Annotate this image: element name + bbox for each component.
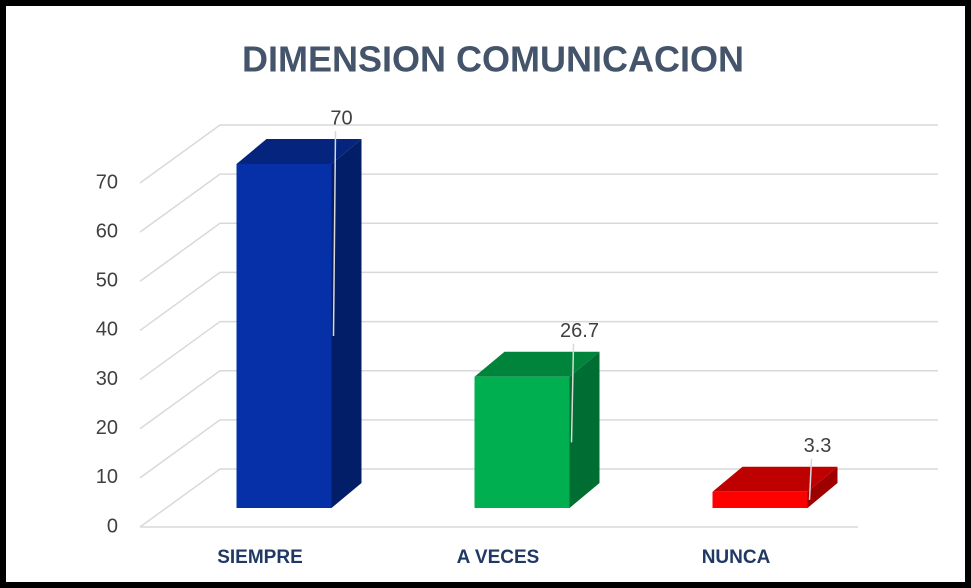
y-tick-label: 10 <box>96 466 118 488</box>
bar-front <box>712 491 808 508</box>
y-tick-label: 50 <box>96 270 118 292</box>
x-tick-label: A VECES <box>457 547 540 568</box>
x-tick-label: NUNCA <box>702 547 771 568</box>
grid-line <box>139 124 938 184</box>
leader-line <box>332 130 337 337</box>
value-label: 70 <box>330 107 352 129</box>
grid-line <box>139 173 938 233</box>
value-label: 26.7 <box>560 320 599 342</box>
y-tick-label: 40 <box>96 319 118 341</box>
bar <box>236 139 362 508</box>
grid-line <box>139 271 938 332</box>
y-tick-label: 70 <box>96 171 118 193</box>
chart-title: DIMENSION COMUNICACION <box>242 39 744 80</box>
bar-front <box>474 376 570 508</box>
bar <box>474 351 600 508</box>
bar-top <box>712 466 838 492</box>
grid-line <box>139 320 938 381</box>
bar-front <box>236 164 332 508</box>
leader-line <box>570 343 575 443</box>
bar-side <box>807 466 838 508</box>
y-tick-label: 0 <box>107 515 118 537</box>
grid-line <box>139 222 938 282</box>
y-tick-label: 30 <box>96 368 118 390</box>
value-label: 3.3 <box>804 435 832 457</box>
bar-side <box>569 351 600 508</box>
leader-line <box>808 458 813 500</box>
bar <box>712 466 838 508</box>
y-tick-label: 20 <box>96 417 118 439</box>
y-tick-label: 60 <box>96 220 118 242</box>
grid-line <box>139 468 938 528</box>
bar-top <box>236 139 362 164</box>
grid-line <box>139 419 938 479</box>
x-tick-label: SIEMPRE <box>217 547 303 568</box>
grid-line <box>139 369 938 430</box>
bar-side <box>331 139 362 508</box>
bar-top <box>474 351 600 377</box>
